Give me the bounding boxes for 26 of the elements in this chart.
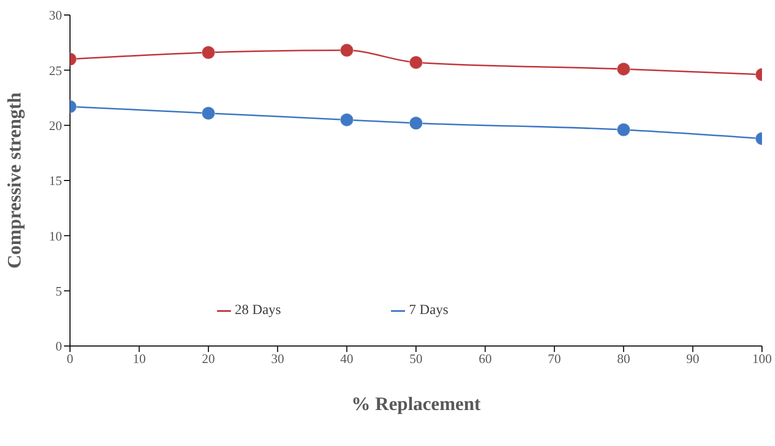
y-axis-title: Compressive strength <box>4 92 26 269</box>
y-tick-label: 15 <box>49 173 62 188</box>
x-tick-label: 90 <box>686 351 700 366</box>
x-axis-title: % Replacement <box>351 394 482 415</box>
point <box>340 43 354 58</box>
x-tick-label: 0 <box>66 351 74 366</box>
y-tick-label: 30 <box>49 8 62 23</box>
point <box>409 116 423 130</box>
x-tick-label: 40 <box>340 351 354 366</box>
y-tick-label: 25 <box>49 62 62 78</box>
x-tick-label: 100 <box>752 351 772 366</box>
x-tick-label: 70 <box>548 351 561 366</box>
point <box>340 112 354 127</box>
x-tick-label: 80 <box>617 351 630 366</box>
y-tick-label: 5 <box>56 283 62 298</box>
legend-label: 7 Days <box>409 303 448 318</box>
legend-label: 28 Days <box>234 303 281 318</box>
x-tick-label: 60 <box>478 351 492 366</box>
y-tick-label: 20 <box>49 118 62 133</box>
y-tick-label: 10 <box>49 228 62 244</box>
x-tick-label: 10 <box>132 351 146 366</box>
point <box>409 55 423 70</box>
x-tick-label: 20 <box>202 351 215 366</box>
x-tick-label: 50 <box>410 351 422 366</box>
y-tick-label: 0 <box>56 338 62 354</box>
x-tick-label: 30 <box>271 351 284 366</box>
